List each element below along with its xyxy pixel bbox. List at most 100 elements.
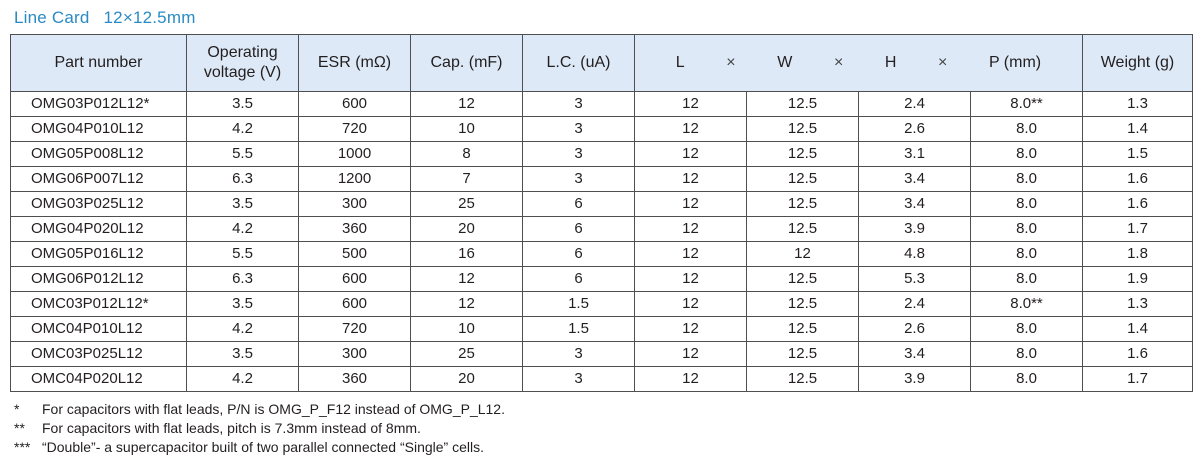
height-cell: 4.8 bbox=[858, 241, 971, 267]
esr-cell: 1000 bbox=[298, 141, 411, 167]
table-row: OMG04P020L12 4.2 360 20 6 12 12.5 3.9 8.0 1.7 bbox=[10, 216, 1193, 242]
part-number-cell: OMG06P012L12 bbox=[10, 266, 187, 292]
header-dim-l: L bbox=[675, 54, 685, 71]
header-dimensions: L × W × H × P (mm) bbox=[634, 34, 1083, 92]
voltage-cell: 5.5 bbox=[186, 141, 299, 167]
table-row: OMC04P020L12 4.2 360 20 3 12 12.5 3.9 8.0 1.7 bbox=[10, 366, 1193, 392]
pitch-cell: 8.0 bbox=[970, 341, 1083, 367]
width-cell: 12.5 bbox=[746, 366, 859, 392]
length-cell: 12 bbox=[634, 316, 747, 342]
voltage-cell: 3.5 bbox=[186, 291, 299, 317]
footnote: ** For capacitors with flat leads, pitch … bbox=[14, 419, 505, 438]
pitch-cell: 8.0 bbox=[970, 216, 1083, 242]
width-cell: 12.5 bbox=[746, 341, 859, 367]
pitch-cell: 8.0 bbox=[970, 316, 1083, 342]
weight-cell: 1.6 bbox=[1082, 341, 1193, 367]
header-voltage-line1: Operating bbox=[207, 44, 278, 61]
footnote-text: For capacitors with flat leads, pitch is… bbox=[42, 420, 421, 436]
part-number-cell: OMG05P008L12 bbox=[10, 141, 187, 167]
capacitance-cell: 10 bbox=[410, 116, 523, 142]
length-cell: 12 bbox=[634, 216, 747, 242]
weight-cell: 1.8 bbox=[1082, 241, 1193, 267]
part-number-cell: OMG03P025L12 bbox=[10, 191, 187, 217]
weight-cell: 1.7 bbox=[1082, 216, 1193, 242]
height-cell: 5.3 bbox=[858, 266, 971, 292]
footnote-text: “Double”- a supercapacitor built of two … bbox=[42, 439, 484, 455]
title-main: Line Card bbox=[14, 8, 90, 27]
leakage-current-cell: 3 bbox=[522, 141, 635, 167]
height-cell: 3.1 bbox=[858, 141, 971, 167]
height-cell: 2.4 bbox=[858, 91, 971, 117]
capacitance-cell: 12 bbox=[410, 291, 523, 317]
footnote: *** “Double”- a supercapacitor built of t… bbox=[14, 438, 505, 457]
part-number-cell: OMG04P010L12 bbox=[10, 116, 187, 142]
part-number-cell: OMC04P010L12 bbox=[10, 316, 187, 342]
voltage-cell: 3.5 bbox=[186, 91, 299, 117]
weight-cell: 1.5 bbox=[1082, 141, 1193, 167]
length-cell: 12 bbox=[634, 266, 747, 292]
leakage-current-cell: 1.5 bbox=[522, 291, 635, 317]
esr-cell: 360 bbox=[298, 216, 411, 242]
line-card-table: Part number Operating voltage (V) ESR (m… bbox=[10, 34, 1193, 392]
esr-cell: 720 bbox=[298, 316, 411, 342]
leakage-current-cell: 3 bbox=[522, 116, 635, 142]
part-number-cell: OMG03P012L12* bbox=[10, 91, 187, 117]
footnote-mark: *** bbox=[14, 439, 31, 455]
times-sign: × bbox=[833, 54, 844, 71]
width-cell: 12.5 bbox=[746, 216, 859, 242]
times-sign: × bbox=[938, 54, 948, 71]
pitch-cell: 8.0 bbox=[970, 366, 1083, 392]
header-dim-p: P (mm) bbox=[988, 54, 1042, 71]
pitch-cell: 8.0 bbox=[970, 191, 1083, 217]
width-cell: 12.5 bbox=[746, 266, 859, 292]
page-title: Line Card 12×12.5mm bbox=[14, 8, 196, 28]
table-row: OMG03P025L12 3.5 300 25 6 12 12.5 3.4 8.0 1.6 bbox=[10, 191, 1193, 217]
height-cell: 2.6 bbox=[858, 316, 971, 342]
esr-cell: 600 bbox=[298, 91, 411, 117]
length-cell: 12 bbox=[634, 191, 747, 217]
table-row: OMC03P012L12* 3.5 600 12 1.5 12 12.5 2.4 8.0** 1.… bbox=[10, 291, 1193, 317]
width-cell: 12.5 bbox=[746, 91, 859, 117]
voltage-cell: 6.3 bbox=[186, 266, 299, 292]
leakage-current-cell: 6 bbox=[522, 241, 635, 267]
part-number-cell: OMC03P025L12 bbox=[10, 341, 187, 367]
header-part-number: Part number bbox=[10, 34, 187, 92]
header-dim-h: H bbox=[884, 54, 897, 71]
leakage-current-cell: 1.5 bbox=[522, 316, 635, 342]
capacitance-cell: 20 bbox=[410, 366, 523, 392]
leakage-current-cell: 6 bbox=[522, 191, 635, 217]
part-number-cell: OMG04P020L12 bbox=[10, 216, 187, 242]
leakage-current-cell: 3 bbox=[522, 91, 635, 117]
header-leakage-current: L.C. (uA) bbox=[522, 34, 635, 92]
table-row: OMG05P016L12 5.5 500 16 6 12 12 4.8 8.0 1.8 bbox=[10, 241, 1193, 267]
length-cell: 12 bbox=[634, 141, 747, 167]
table-row: OMG06P007L12 6.3 1200 7 3 12 12.5 3.4 8.0 1.6 bbox=[10, 166, 1193, 192]
weight-cell: 1.7 bbox=[1082, 366, 1193, 392]
width-cell: 12.5 bbox=[746, 141, 859, 167]
capacitance-cell: 12 bbox=[410, 91, 523, 117]
part-number-cell: OMG06P007L12 bbox=[10, 166, 187, 192]
voltage-cell: 6.3 bbox=[186, 166, 299, 192]
esr-cell: 600 bbox=[298, 291, 411, 317]
capacitance-cell: 8 bbox=[410, 141, 523, 167]
leakage-current-cell: 3 bbox=[522, 341, 635, 367]
pitch-cell: 8.0 bbox=[970, 116, 1083, 142]
width-cell: 12.5 bbox=[746, 116, 859, 142]
leakage-current-cell: 6 bbox=[522, 216, 635, 242]
pitch-cell: 8.0 bbox=[970, 266, 1083, 292]
weight-cell: 1.3 bbox=[1082, 91, 1193, 117]
times-sign: × bbox=[726, 54, 736, 71]
voltage-cell: 4.2 bbox=[186, 366, 299, 392]
footnote: * For capacitors with flat leads, P/N is … bbox=[14, 400, 505, 419]
part-number-cell: OMC03P012L12* bbox=[10, 291, 187, 317]
esr-cell: 720 bbox=[298, 116, 411, 142]
capacitance-cell: 16 bbox=[410, 241, 523, 267]
footnotes: * For capacitors with flat leads, P/N is … bbox=[14, 400, 505, 457]
weight-cell: 1.3 bbox=[1082, 291, 1193, 317]
length-cell: 12 bbox=[634, 166, 747, 192]
length-cell: 12 bbox=[634, 241, 747, 267]
weight-cell: 1.9 bbox=[1082, 266, 1193, 292]
voltage-cell: 5.5 bbox=[186, 241, 299, 267]
part-number-cell: OMG05P016L12 bbox=[10, 241, 187, 267]
height-cell: 3.9 bbox=[858, 216, 971, 242]
